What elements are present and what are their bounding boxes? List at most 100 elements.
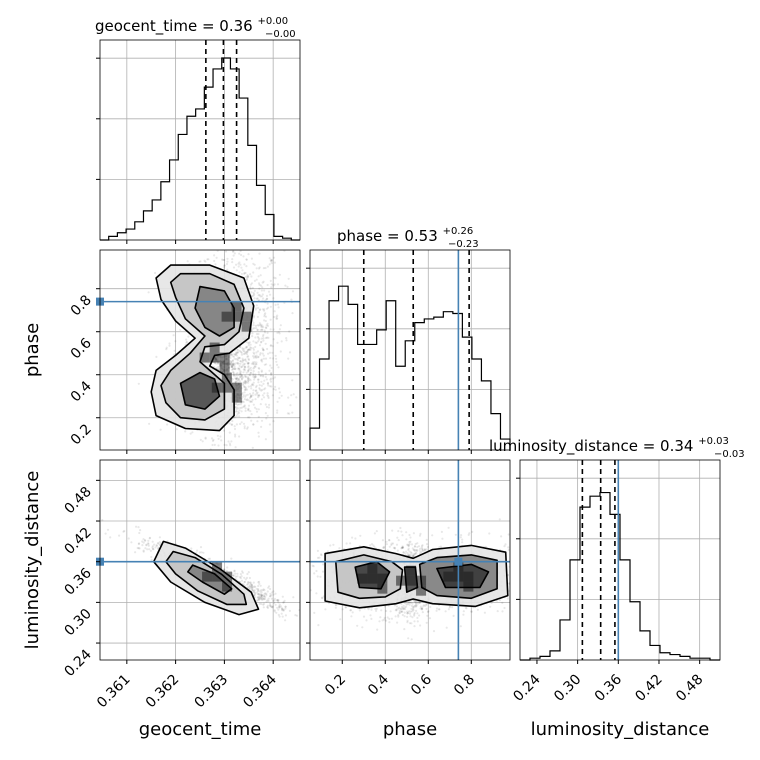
sample-point <box>264 342 267 345</box>
sample-point <box>274 388 277 391</box>
sample-point <box>264 372 267 375</box>
histogram-phase <box>309 285 511 450</box>
sample-point <box>238 357 241 360</box>
sample-point <box>260 326 263 329</box>
sample-point <box>247 379 250 382</box>
sample-point <box>239 371 242 374</box>
sample-point <box>260 340 263 343</box>
contour-line <box>194 285 235 337</box>
sample-point <box>243 380 246 383</box>
sample-point <box>272 284 275 287</box>
sample-point <box>257 267 261 270</box>
sample-point <box>246 276 249 279</box>
sample-point <box>238 380 242 383</box>
sample-point <box>247 376 250 379</box>
sample-point <box>168 344 171 347</box>
sample-point <box>247 355 250 358</box>
sample-point <box>420 608 424 611</box>
sample-point <box>247 275 250 278</box>
sample-point <box>240 377 243 380</box>
sample-point <box>402 551 405 554</box>
sample-point <box>242 376 245 379</box>
sample-point <box>237 262 240 265</box>
sample-point <box>252 340 255 343</box>
sample-point <box>244 407 247 410</box>
sample-point <box>149 549 152 553</box>
sample-point <box>248 392 252 395</box>
sample-point <box>255 327 258 330</box>
sample-point <box>408 543 411 546</box>
sample-point <box>234 446 237 449</box>
sample-point <box>267 306 270 309</box>
sample-point <box>255 332 258 336</box>
sample-point <box>137 526 140 529</box>
sample-point <box>418 601 421 604</box>
sample-point <box>216 250 219 252</box>
sample-point <box>416 542 419 545</box>
sample-point <box>242 359 245 362</box>
sample-point <box>406 543 409 546</box>
sample-point <box>374 607 377 611</box>
sample-point <box>246 348 249 351</box>
sample-point <box>407 548 410 552</box>
sample-point <box>409 615 412 618</box>
sample-point <box>257 275 260 278</box>
sample-point <box>395 543 399 546</box>
sample-point <box>260 289 263 292</box>
sample-point <box>279 350 282 353</box>
sample-point <box>288 330 291 333</box>
sample-point <box>147 539 150 542</box>
sample-point <box>244 275 248 278</box>
x-tick-label: 0.30 <box>551 672 584 705</box>
sample-point <box>274 354 277 357</box>
sample-point <box>252 355 255 358</box>
sample-point <box>263 593 266 596</box>
contour-line <box>187 564 233 595</box>
sample-point <box>268 602 272 605</box>
sample-point <box>273 609 276 612</box>
sample-point <box>244 271 247 275</box>
sample-point <box>275 317 278 320</box>
sample-point <box>402 551 405 554</box>
sample-point <box>432 630 436 633</box>
sample-point <box>419 607 422 610</box>
sample-point <box>257 581 260 584</box>
sample-point <box>174 340 177 343</box>
sample-point <box>414 542 417 546</box>
sample-point <box>232 374 236 377</box>
sample-point <box>234 352 237 355</box>
y-tick-label: 0.36 <box>61 565 94 598</box>
sample-point <box>262 333 265 336</box>
sample-point <box>335 604 338 607</box>
sample-point <box>412 606 415 609</box>
sample-point <box>185 338 188 341</box>
sample-point <box>258 338 261 341</box>
sample-point <box>254 375 257 378</box>
sample-point <box>237 379 240 382</box>
sample-point <box>412 606 415 609</box>
sample-point <box>398 609 401 612</box>
sample-point <box>239 422 242 426</box>
sample-point <box>109 536 112 539</box>
sample-point <box>232 254 235 257</box>
sample-point <box>373 545 376 549</box>
sample-point <box>104 532 107 535</box>
sample-point <box>252 423 255 426</box>
sample-point <box>232 370 235 374</box>
sample-point <box>233 574 236 577</box>
sample-point <box>145 543 148 546</box>
sample-point <box>254 345 257 348</box>
sample-point <box>259 597 262 600</box>
sample-point <box>265 600 268 603</box>
sample-point <box>204 260 207 263</box>
sample-point <box>407 637 410 640</box>
sample-point <box>403 606 406 609</box>
sample-point <box>237 407 240 410</box>
sample-point <box>241 364 244 367</box>
sample-point <box>447 526 450 529</box>
sample-point <box>403 611 406 614</box>
sample-point <box>421 548 424 551</box>
sample-point <box>291 379 294 382</box>
sample-point <box>269 293 272 296</box>
sample-point <box>261 347 264 350</box>
